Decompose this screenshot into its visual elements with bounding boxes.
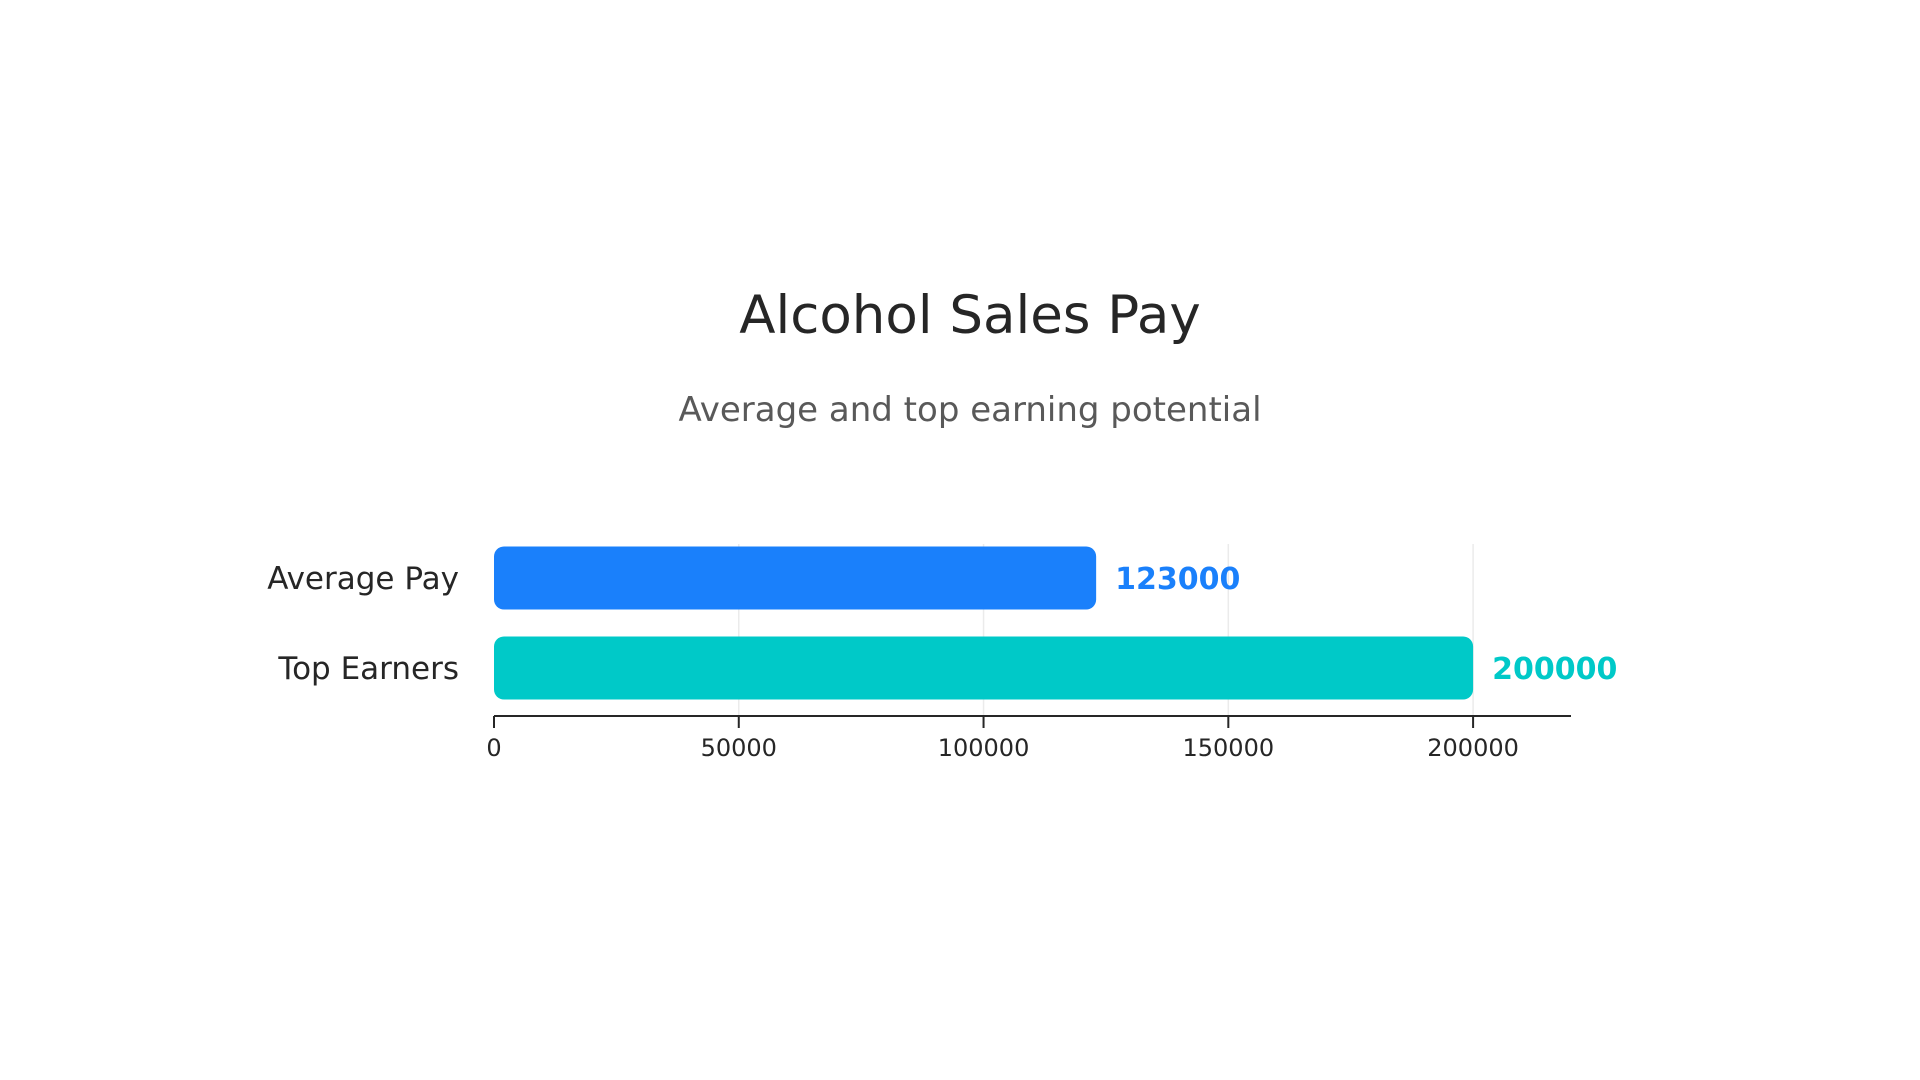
bar-1 [494, 636, 1474, 700]
x-tick-label: 200000 [1427, 734, 1519, 762]
x-tick-label: 50000 [701, 734, 777, 762]
bar-0 [494, 546, 1097, 610]
category-label: Average Pay [267, 561, 459, 597]
chart-subtitle: Average and top earning potential [678, 390, 1261, 430]
x-tick-label: 0 [486, 734, 501, 762]
bars [494, 546, 1474, 700]
category-label: Top Earners [277, 651, 459, 687]
x-axis: 0 50000 100000 150000 200000 [486, 715, 1571, 762]
x-tick-label: 100000 [938, 734, 1030, 762]
value-label: 123000 [1115, 562, 1240, 597]
value-label: 200000 [1492, 652, 1617, 687]
chart-title: Alcohol Sales Pay [739, 285, 1200, 346]
labels: Average Pay 123000 Top Earners 200000 [267, 561, 1617, 687]
x-tick-label: 150000 [1183, 734, 1275, 762]
